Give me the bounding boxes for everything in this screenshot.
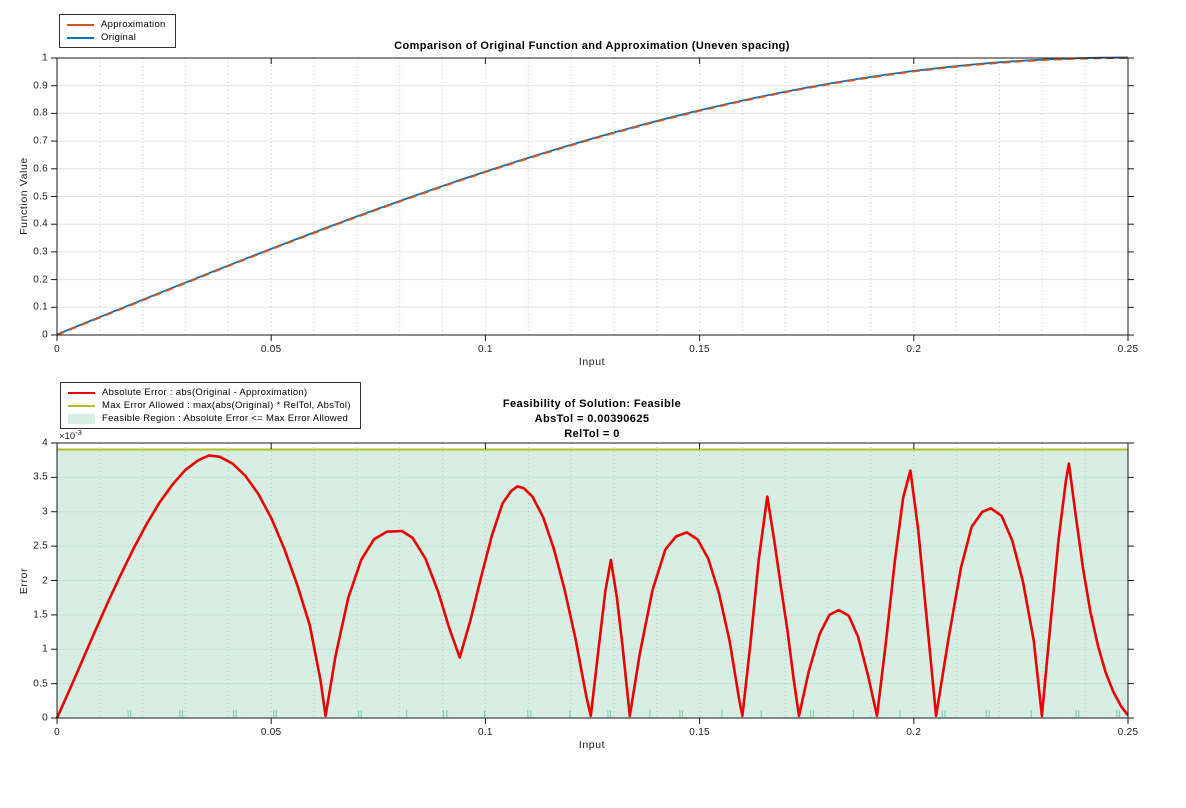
y-tick-label: 0: [42, 329, 48, 341]
legend-line-swatch: [68, 404, 95, 407]
top-chart-ylabel: Function Value: [18, 157, 30, 235]
legend-line-swatch: [68, 391, 95, 394]
bottom-chart-abstol-line: AbsTol = 0.00390625: [534, 413, 650, 425]
legend-entry[interactable]: Original: [67, 31, 166, 44]
legend-entry[interactable]: Absolute Error : abs(Original - Approxim…: [68, 386, 351, 399]
y-tick-label: 1: [42, 52, 48, 64]
bottom-chart-legend[interactable]: Absolute Error : abs(Original - Approxim…: [60, 382, 361, 429]
legend-entry[interactable]: Approximation: [67, 18, 166, 31]
y-tick-label: 1: [42, 643, 48, 655]
y-axis-exponent-label: ×10-3: [59, 428, 82, 443]
bottom-chart-reltol-line: RelTol = 0: [564, 428, 620, 440]
y-tick-label: 0.1: [33, 301, 48, 313]
absolute-error-curve: [55, 454, 1130, 719]
legend-line-swatch: [67, 23, 94, 26]
legend-label: Feasible Region : Absolute Error <= Max …: [102, 413, 349, 424]
legend-line-swatch: [67, 36, 94, 39]
x-tick-label: 0.2: [906, 344, 922, 355]
legend-entry[interactable]: Feasible Region : Absolute Error <= Max …: [68, 412, 351, 425]
y-tick-label: 0.4: [33, 218, 48, 230]
legend-label: Max Error Allowed : max(abs(Original) * …: [102, 400, 351, 411]
top-chart-title: Comparison of Original Function and Appr…: [394, 40, 790, 52]
y-tick-label: 0.5: [33, 191, 48, 202]
y-tick-label: 0.7: [33, 135, 48, 147]
y-tick-label: 4: [42, 437, 48, 449]
bottom-chart-ylabel: Error: [18, 567, 30, 595]
x-tick-label: 0: [54, 727, 60, 738]
x-tick-label: 0.15: [689, 344, 710, 355]
y-tick-label: 0.8: [33, 107, 48, 119]
x-tick-label: 0: [54, 344, 60, 355]
x-tick-label: 0.1: [477, 344, 493, 355]
legend-label: Approximation: [101, 19, 166, 30]
y-tick-label: 0.6: [33, 163, 48, 175]
x-tick-label: 0.05: [260, 344, 282, 355]
x-tick-label: 0.1: [477, 727, 493, 738]
legend-label: Original: [101, 32, 137, 43]
bottom-chart-xlabel: Input: [578, 739, 606, 751]
legend-entry[interactable]: Max Error Allowed : max(abs(Original) * …: [68, 399, 351, 412]
top-chart-legend[interactable]: Approximation Original: [59, 14, 176, 48]
y-tick-label: 2.5: [33, 540, 48, 552]
y-tick-label: 0: [42, 712, 48, 724]
y-tick-label: 3.5: [33, 471, 48, 483]
y-tick-label: 0.3: [33, 246, 48, 258]
original-curve: [56, 56, 1129, 336]
x-tick-label: 0.15: [689, 727, 710, 738]
legend-patch-swatch: [68, 413, 95, 424]
feasible-region: [57, 449, 1128, 718]
y-tick-label: 3: [42, 506, 48, 518]
x-tick-label: 0.25: [1117, 727, 1139, 738]
y-tick-label: 0.2: [33, 274, 48, 286]
top-chart-xlabel: Input: [578, 356, 606, 368]
y-tick-label: 0.9: [33, 80, 48, 92]
x-tick-label: 0.25: [1117, 344, 1139, 355]
legend-label: Absolute Error : abs(Original - Approxim…: [102, 387, 308, 398]
y-tick-label: 1.5: [33, 609, 48, 621]
x-tick-label: 0.2: [906, 727, 922, 738]
y-tick-label: 0.5: [33, 678, 48, 690]
bottom-chart-title: Feasibility of Solution: Feasible: [502, 398, 682, 410]
y-tick-label: 2: [42, 575, 48, 586]
x-tick-label: 0.05: [260, 727, 282, 738]
